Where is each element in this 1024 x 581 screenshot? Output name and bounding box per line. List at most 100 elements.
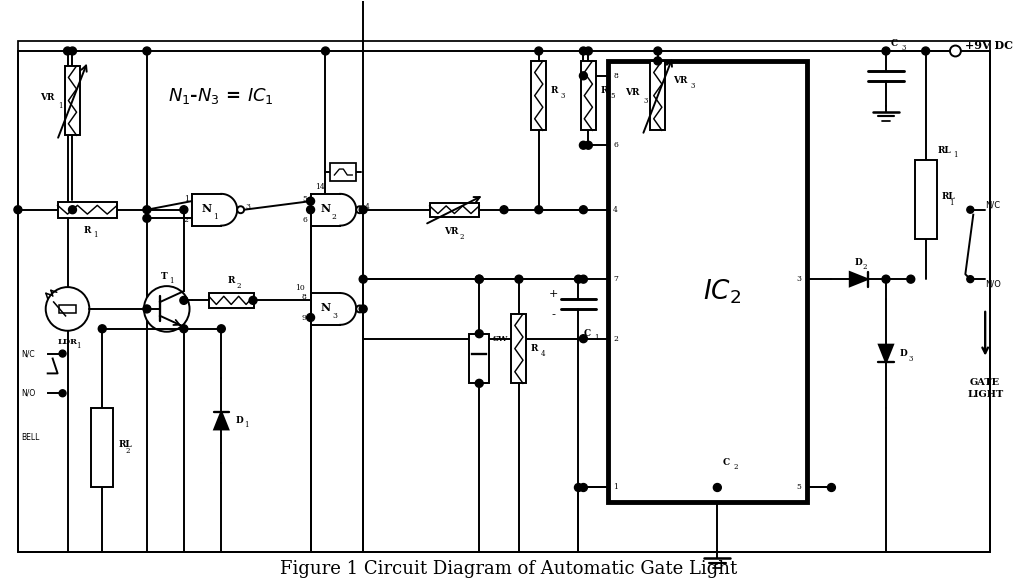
Bar (91, 408, 114, 487)
Text: BELL: BELL (20, 433, 39, 442)
Text: 1: 1 (949, 199, 953, 207)
Circle shape (359, 275, 368, 283)
Text: 5: 5 (303, 195, 307, 203)
Text: SW: SW (493, 335, 508, 343)
Text: 1: 1 (613, 483, 618, 492)
Bar (914, 160, 937, 239)
Text: VR: VR (40, 93, 54, 102)
Text: 1: 1 (213, 213, 218, 221)
Text: 3: 3 (690, 82, 695, 89)
Text: 1: 1 (594, 333, 599, 342)
Circle shape (69, 206, 77, 214)
Text: N: N (202, 203, 212, 214)
Polygon shape (879, 345, 893, 363)
Text: N/O: N/O (20, 389, 35, 398)
Circle shape (882, 275, 890, 283)
Circle shape (967, 206, 974, 213)
Circle shape (585, 141, 592, 149)
Text: D: D (900, 349, 907, 358)
Circle shape (144, 286, 189, 332)
Polygon shape (850, 272, 867, 286)
FancyBboxPatch shape (310, 194, 340, 225)
Bar (18, 41, 990, 552)
Text: 1: 1 (169, 277, 174, 285)
Bar (430, 203, 479, 217)
Text: 3: 3 (902, 44, 906, 52)
Circle shape (574, 275, 583, 283)
Text: C: C (891, 38, 898, 48)
Text: R: R (530, 344, 539, 353)
Circle shape (63, 47, 72, 55)
Circle shape (217, 325, 225, 333)
Text: 3: 3 (908, 354, 913, 363)
Text: R: R (600, 86, 607, 95)
Text: RL: RL (118, 440, 132, 449)
Bar (57, 202, 117, 218)
Circle shape (500, 206, 508, 214)
Text: 1: 1 (93, 231, 97, 239)
Bar (66, 66, 80, 135)
Circle shape (59, 390, 66, 397)
Text: RL: RL (938, 146, 951, 155)
Bar (209, 293, 254, 308)
Circle shape (180, 296, 187, 304)
Polygon shape (214, 411, 228, 429)
Text: 1: 1 (76, 342, 80, 350)
Text: 6: 6 (613, 141, 618, 149)
Text: +9V DC: +9V DC (966, 40, 1014, 51)
Text: 9: 9 (302, 314, 306, 322)
Circle shape (585, 47, 592, 55)
Circle shape (69, 47, 77, 55)
Circle shape (907, 275, 914, 283)
Text: 2: 2 (237, 282, 242, 290)
Circle shape (143, 305, 151, 313)
Text: D: D (855, 258, 862, 267)
Text: $IC_2$: $IC_2$ (703, 277, 741, 306)
Text: VR: VR (444, 227, 459, 236)
FancyBboxPatch shape (191, 194, 221, 225)
Text: 1: 1 (244, 421, 249, 429)
Text: C: C (584, 329, 591, 338)
Circle shape (143, 214, 151, 223)
Text: 2: 2 (459, 232, 464, 241)
Text: $N_1$-$N_3$ = $IC_1$: $N_1$-$N_3$ = $IC_1$ (168, 85, 274, 106)
Text: N/O: N/O (985, 279, 1001, 289)
Circle shape (180, 206, 187, 214)
Text: 1: 1 (183, 195, 188, 203)
Text: T: T (161, 272, 167, 281)
Text: +: + (549, 289, 558, 299)
Text: 1: 1 (509, 340, 513, 347)
Text: 5: 5 (610, 92, 614, 99)
Text: R: R (227, 277, 234, 285)
Text: LDR: LDR (57, 338, 78, 346)
Circle shape (143, 47, 151, 55)
Text: LIGHT: LIGHT (967, 390, 1004, 399)
Circle shape (967, 276, 974, 282)
Circle shape (14, 206, 22, 214)
Circle shape (580, 141, 588, 149)
Circle shape (306, 206, 314, 214)
Circle shape (950, 45, 961, 56)
Text: 6: 6 (303, 216, 307, 224)
Text: 2: 2 (862, 263, 867, 271)
Text: 2: 2 (332, 213, 337, 221)
Circle shape (580, 206, 588, 214)
Circle shape (574, 483, 583, 492)
Circle shape (359, 305, 368, 313)
Bar (531, 61, 546, 130)
Text: 3: 3 (246, 203, 251, 211)
Text: 5: 5 (797, 483, 802, 492)
Text: 1: 1 (953, 151, 957, 159)
Text: 14: 14 (315, 183, 326, 191)
Bar (650, 61, 666, 130)
Bar (331, 163, 356, 181)
Text: VR: VR (673, 76, 687, 85)
Text: 3: 3 (332, 313, 337, 320)
Text: 4: 4 (541, 350, 545, 357)
Circle shape (98, 325, 106, 333)
Circle shape (306, 314, 314, 321)
Circle shape (535, 47, 543, 55)
Text: N/C: N/C (985, 200, 1000, 209)
Circle shape (475, 330, 483, 338)
Bar (581, 61, 596, 130)
